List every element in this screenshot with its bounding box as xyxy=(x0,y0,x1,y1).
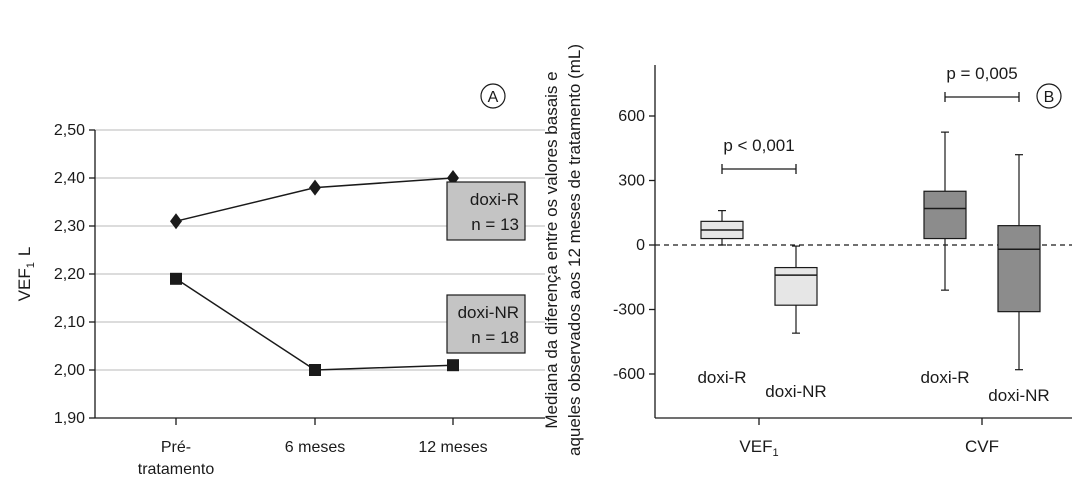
b-y-axis-label-line: Mediana da diferença entre os valores ba… xyxy=(542,71,561,428)
a-x-ticks: Pré-tratamento 6 meses 12 meses xyxy=(138,418,488,478)
a-y-tick-label: 2,50 xyxy=(54,122,85,139)
b-p-bracket: p = 0,005 xyxy=(944,64,1020,102)
a-y-tick-labels: 1,90 2,00 2,10 2,20 2,30 2,40 2,50 xyxy=(54,122,95,427)
b-box-CVF-doxi-R xyxy=(923,131,967,291)
a-panel-label: A xyxy=(488,89,499,106)
b-p-brackets: p < 0,001 p = 0,005 xyxy=(721,64,1020,174)
b-y-tick-label: 600 xyxy=(618,108,645,125)
a-legend-text: doxi-R xyxy=(470,190,519,209)
b-p-value: p < 0,001 xyxy=(723,136,794,155)
b-box-VEF-doxi-R xyxy=(700,210,744,246)
b-x-tick-label: VEF1 xyxy=(739,437,778,459)
b-x-tick-label: CVF xyxy=(965,437,999,456)
b-p-bracket: p < 0,001 xyxy=(721,136,797,174)
b-box-name: doxi-NR xyxy=(988,386,1049,405)
a-y-tick-label: 2,00 xyxy=(54,362,85,379)
a-legend-text: n = 13 xyxy=(471,215,519,234)
a-x-tick-label: 12 meses xyxy=(418,439,487,456)
a-legend-box-doxi-R: doxi-R n = 13 xyxy=(446,181,526,241)
a-point-doxi-NR xyxy=(170,272,182,285)
a-y-tick-label: 2,10 xyxy=(54,314,85,331)
b-y-ticks: -600 -300 0 300 600 xyxy=(613,108,655,383)
b-y-tick-label: 0 xyxy=(636,237,645,254)
a-point-doxi-R xyxy=(309,179,321,196)
b-x-ticks: VEF1 CVF xyxy=(739,418,999,459)
a-point-doxi-NR xyxy=(447,359,459,372)
panel-a-line-chart: 1,90 2,00 2,10 2,20 2,30 2,40 2,50 Pré-tratame… xyxy=(15,83,545,478)
b-y-tick-label: -300 xyxy=(613,302,645,319)
a-y-tick-label: 2,40 xyxy=(54,170,85,187)
a-legend-box-doxi-NR: doxi-NR n = 18 xyxy=(446,294,526,354)
b-boxes xyxy=(700,131,1041,371)
a-y-tick-label: 2,30 xyxy=(54,218,85,235)
b-box-name: doxi-R xyxy=(920,368,969,387)
a-series xyxy=(170,170,459,376)
a-x-tick-label: 6 meses xyxy=(285,439,345,456)
b-box-VEF-doxi-NR xyxy=(774,245,818,334)
panel-b-box-plot: -600 -300 0 300 600 p < 0,001 p = 0,005 doxi-… xyxy=(542,44,1072,459)
a-y-tick-label: 2,20 xyxy=(54,266,85,283)
b-box-name: doxi-R xyxy=(697,368,746,387)
b-box-name: doxi-NR xyxy=(765,382,826,401)
b-panel-label-circle xyxy=(1036,83,1062,109)
a-point-doxi-NR xyxy=(309,364,321,376)
a-point-doxi-R xyxy=(170,213,182,230)
b-y-tick-label: 300 xyxy=(618,173,645,190)
b-y-axis-label-line: aqueles observados aos 12 meses de trata… xyxy=(565,44,584,456)
b-panel-label: B xyxy=(1044,89,1055,106)
b-y-tick-label: -600 xyxy=(613,366,645,383)
a-series-line-doxi-NR xyxy=(175,278,454,371)
b-box-CVF-doxi-NR xyxy=(997,154,1041,371)
a-legend-text: doxi-NR xyxy=(458,303,519,322)
a-y-axis-label: VEF1L xyxy=(15,247,37,302)
b-p-value: p = 0,005 xyxy=(946,64,1017,83)
a-x-tick-label: Pré-tratamento xyxy=(138,439,215,478)
a-panel-label-circle xyxy=(480,83,506,109)
b-box-names: doxi-R doxi-NR doxi-R doxi-NR xyxy=(697,368,1049,405)
a-legend-text: n = 18 xyxy=(471,328,519,347)
a-legend-boxes: doxi-R n = 13 doxi-NR n = 18 xyxy=(446,181,526,354)
a-y-tick-label: 1,90 xyxy=(54,410,85,427)
